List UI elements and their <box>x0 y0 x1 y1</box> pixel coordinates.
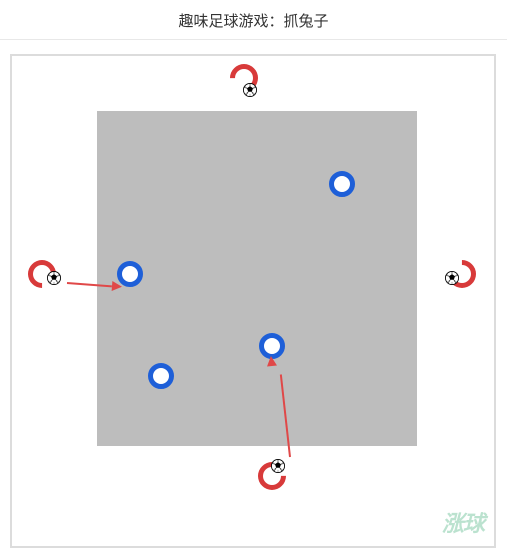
soccer-ball-icon <box>445 271 459 285</box>
arrow-head-icon <box>112 281 123 292</box>
page-title: 趣味足球游戏：抓兔子 <box>0 0 507 40</box>
soccer-ball-icon <box>271 459 285 473</box>
blue-player <box>329 171 355 197</box>
watermark-text: 涨球 <box>442 506 484 538</box>
field-outer: 涨球 <box>10 54 496 548</box>
soccer-ball-icon <box>243 83 257 97</box>
field-inner <box>97 111 417 446</box>
soccer-ball-icon <box>47 271 61 285</box>
arrow-head-icon <box>266 356 277 367</box>
blue-player <box>148 363 174 389</box>
